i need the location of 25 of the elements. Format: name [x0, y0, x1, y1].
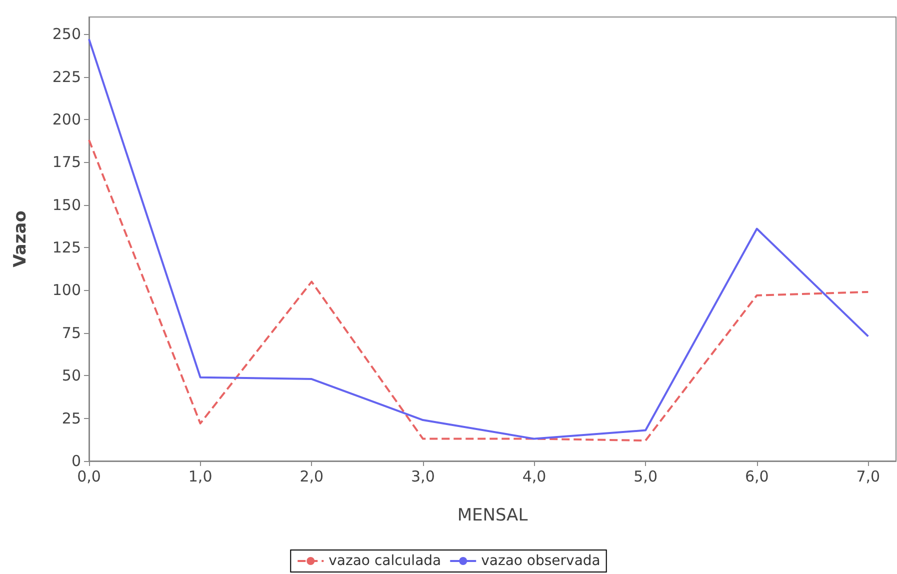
y-tick-label: 75 [62, 324, 81, 342]
x-tick-label: 5,0 [634, 468, 658, 486]
x-tick-label: 6,0 [744, 468, 769, 486]
y-tick-label: 25 [62, 409, 81, 428]
x-tick-label: 3,0 [411, 468, 435, 486]
y-tick-label: 0 [71, 452, 81, 470]
y-axis-title: Vazao [10, 210, 30, 268]
y-tick-label: 225 [52, 68, 81, 86]
y-tick-label: 50 [62, 366, 81, 385]
legend-label: vazao observada [481, 553, 600, 569]
x-tick-label: 1,0 [188, 468, 212, 486]
legend-label: vazao calculada [328, 553, 442, 569]
y-tick-label: 100 [52, 281, 81, 300]
y-tick-label: 200 [52, 110, 81, 128]
y-tick-label: 150 [52, 196, 81, 214]
x-tick-label: 2,0 [300, 468, 324, 486]
x-axis-title: MENSAL [457, 506, 528, 526]
y-tick-label: 175 [52, 153, 81, 172]
line-series [88, 38, 870, 440]
y-tick-label: 250 [52, 25, 81, 44]
y-tick-label: 125 [52, 238, 81, 257]
line-series [88, 138, 870, 442]
x-tick-label: 0,0 [77, 468, 101, 486]
x-tick-label: 7,0 [856, 468, 880, 486]
x-tick-label: 4,0 [522, 468, 546, 486]
